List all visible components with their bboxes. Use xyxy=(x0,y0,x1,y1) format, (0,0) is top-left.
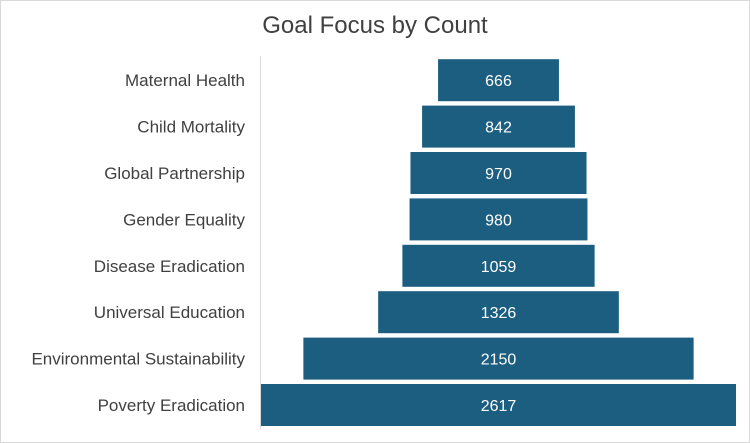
funnel-bar xyxy=(409,198,588,241)
funnel-bar xyxy=(410,152,587,194)
category-label: Maternal Health xyxy=(125,71,245,90)
data-label: 2150 xyxy=(481,352,517,369)
funnel-bar xyxy=(378,291,619,334)
chart-title: Goal Focus by Count xyxy=(262,12,488,39)
category-label: Universal Education xyxy=(94,303,245,322)
funnel-bar xyxy=(303,337,694,380)
funnel-bar xyxy=(261,384,736,426)
category-label: Child Mortality xyxy=(137,118,245,137)
category-label: Global Partnership xyxy=(104,164,245,183)
category-label: Poverty Eradication xyxy=(98,396,245,415)
category-label: Disease Eradication xyxy=(94,257,245,276)
data-label: 1326 xyxy=(481,305,517,322)
data-label: 842 xyxy=(485,120,512,137)
funnel-bar xyxy=(402,244,595,287)
funnel-bar xyxy=(422,105,575,148)
data-label: 1059 xyxy=(481,259,517,276)
data-label: 2617 xyxy=(481,398,517,415)
data-label: 970 xyxy=(485,166,512,183)
data-label: 666 xyxy=(485,73,512,90)
category-label: Gender Equality xyxy=(123,210,245,229)
category-label: Environmental Sustainability xyxy=(31,350,245,369)
data-label: 980 xyxy=(485,212,512,229)
funnel-bar xyxy=(438,59,559,102)
